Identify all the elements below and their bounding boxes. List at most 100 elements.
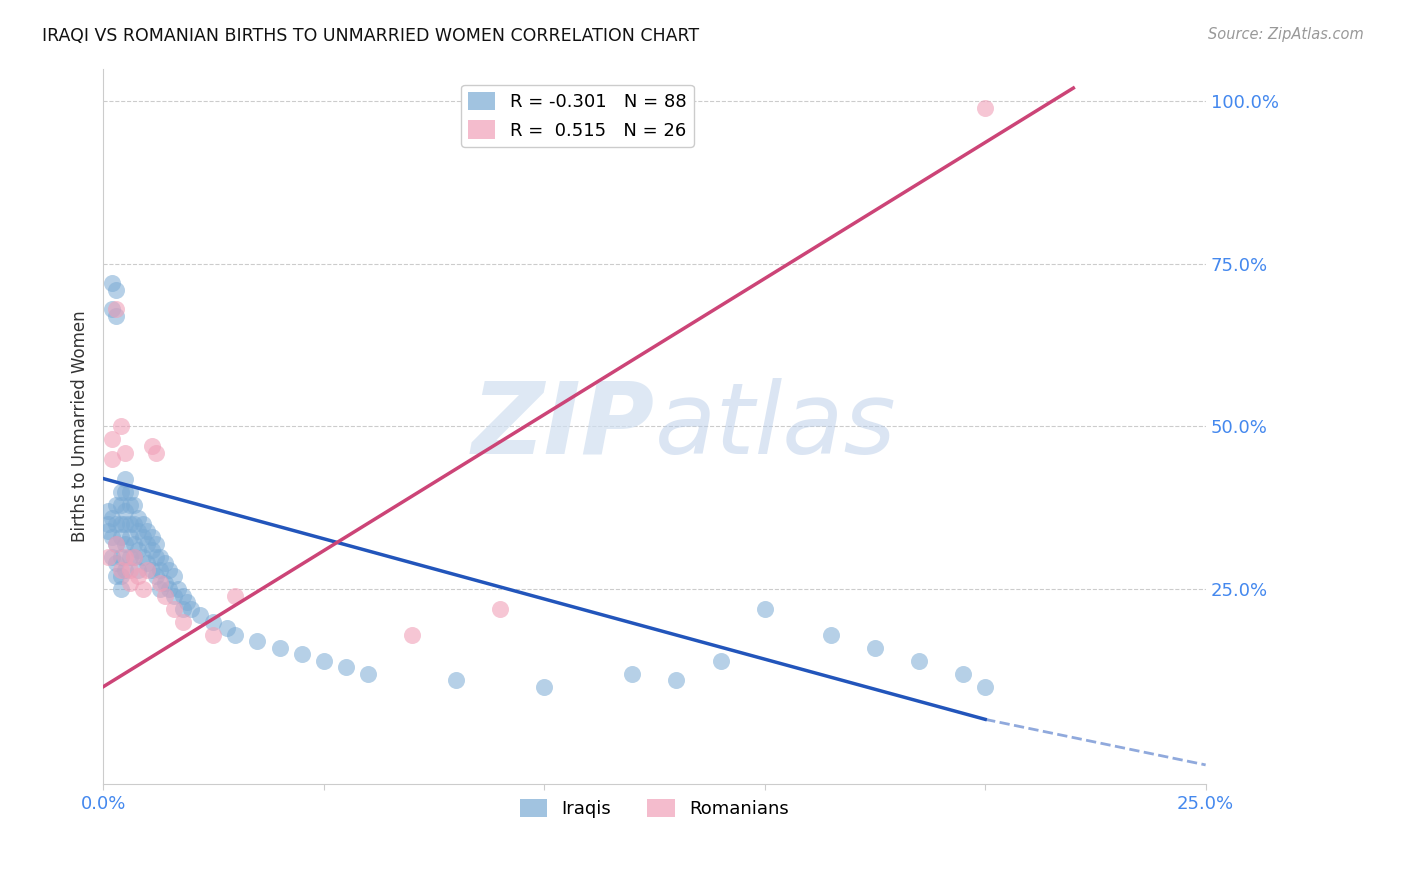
Point — [974, 680, 997, 694]
Point — [141, 563, 163, 577]
Point — [118, 549, 141, 564]
Point — [149, 549, 172, 564]
Point — [153, 589, 176, 603]
Point — [127, 524, 149, 538]
Point — [149, 582, 172, 597]
Point — [114, 484, 136, 499]
Point — [114, 517, 136, 532]
Point — [215, 621, 238, 635]
Point — [114, 445, 136, 459]
Point — [172, 589, 194, 603]
Point — [621, 666, 644, 681]
Point — [114, 563, 136, 577]
Point — [105, 517, 128, 532]
Point — [132, 517, 155, 532]
Point — [101, 452, 124, 467]
Point — [136, 563, 159, 577]
Point — [136, 536, 159, 550]
Point — [118, 563, 141, 577]
Point — [132, 530, 155, 544]
Point — [357, 666, 380, 681]
Point — [149, 575, 172, 590]
Point — [101, 433, 124, 447]
Point — [114, 536, 136, 550]
Point — [533, 680, 555, 694]
Point — [114, 549, 136, 564]
Point — [246, 634, 269, 648]
Point — [176, 595, 198, 609]
Legend: Iraqis, Romanians: Iraqis, Romanians — [513, 792, 796, 825]
Point — [290, 647, 312, 661]
Text: IRAQI VS ROMANIAN BIRTHS TO UNMARRIED WOMEN CORRELATION CHART: IRAQI VS ROMANIAN BIRTHS TO UNMARRIED WO… — [42, 27, 699, 45]
Point — [127, 569, 149, 583]
Point — [709, 654, 731, 668]
Point — [132, 582, 155, 597]
Point — [163, 589, 186, 603]
Point — [105, 309, 128, 323]
Point — [122, 517, 145, 532]
Point — [863, 640, 886, 655]
Point — [157, 563, 180, 577]
Point — [114, 471, 136, 485]
Point — [401, 628, 423, 642]
Y-axis label: Births to Unmarried Women: Births to Unmarried Women — [72, 310, 89, 542]
Point — [145, 536, 167, 550]
Point — [149, 563, 172, 577]
Point — [136, 556, 159, 570]
Point — [132, 549, 155, 564]
Point — [110, 419, 132, 434]
Point — [114, 504, 136, 518]
Point — [172, 601, 194, 615]
Point — [105, 302, 128, 317]
Point — [202, 615, 225, 629]
Point — [110, 569, 132, 583]
Point — [127, 510, 149, 524]
Point — [110, 563, 132, 577]
Point — [145, 549, 167, 564]
Point — [118, 498, 141, 512]
Point — [269, 640, 291, 655]
Point — [908, 654, 931, 668]
Point — [163, 569, 186, 583]
Point — [105, 498, 128, 512]
Point — [96, 517, 118, 532]
Point — [110, 517, 132, 532]
Point — [145, 445, 167, 459]
Point — [105, 536, 128, 550]
Point — [153, 556, 176, 570]
Point — [163, 601, 186, 615]
Text: Source: ZipAtlas.com: Source: ZipAtlas.com — [1208, 27, 1364, 42]
Text: atlas: atlas — [654, 378, 896, 475]
Point — [105, 569, 128, 583]
Point — [820, 628, 842, 642]
Point — [122, 549, 145, 564]
Point — [157, 582, 180, 597]
Text: ZIP: ZIP — [471, 378, 654, 475]
Point — [127, 543, 149, 558]
Point — [141, 439, 163, 453]
Point — [96, 504, 118, 518]
Point — [974, 101, 997, 115]
Point — [105, 556, 128, 570]
Point — [224, 589, 246, 603]
Point — [202, 628, 225, 642]
Point — [105, 536, 128, 550]
Point — [101, 549, 124, 564]
Point — [110, 498, 132, 512]
Point — [110, 530, 132, 544]
Point — [101, 302, 124, 317]
Point — [122, 549, 145, 564]
Point — [136, 524, 159, 538]
Point — [153, 575, 176, 590]
Point — [180, 601, 202, 615]
Point — [489, 601, 512, 615]
Point — [110, 484, 132, 499]
Point — [118, 484, 141, 499]
Point — [110, 549, 132, 564]
Point — [122, 498, 145, 512]
Point — [167, 582, 190, 597]
Point — [101, 530, 124, 544]
Point — [96, 549, 118, 564]
Point — [96, 524, 118, 538]
Point — [101, 510, 124, 524]
